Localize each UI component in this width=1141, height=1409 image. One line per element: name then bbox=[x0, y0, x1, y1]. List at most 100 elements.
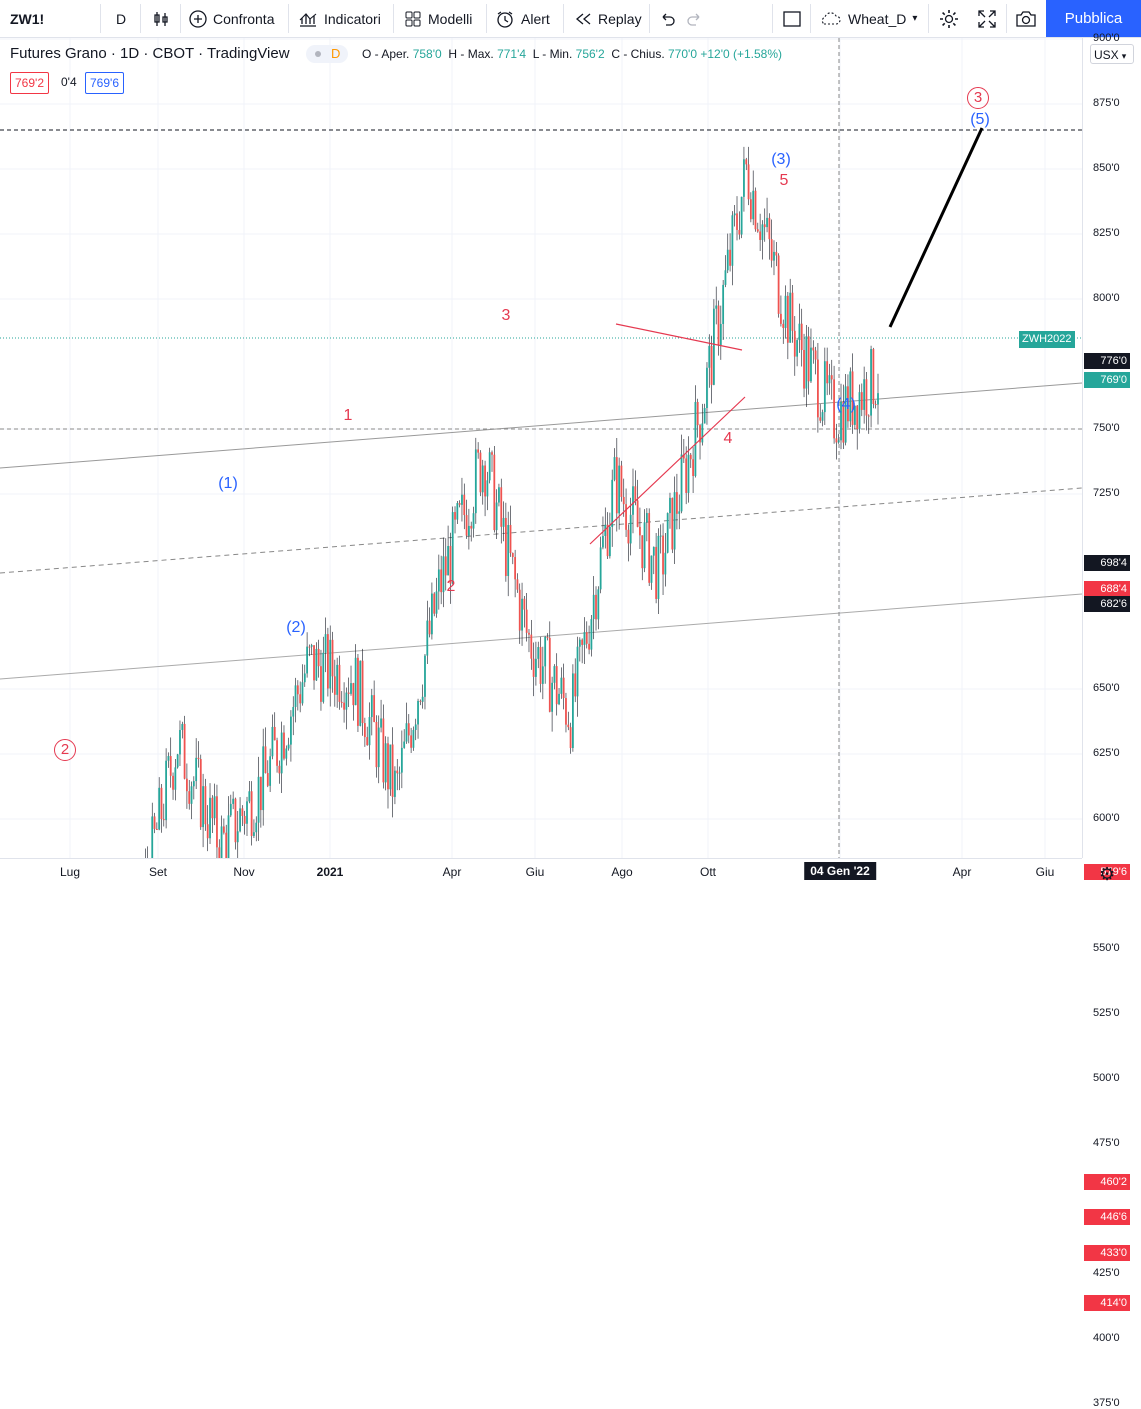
candle-body bbox=[467, 525, 470, 536]
candle-body bbox=[770, 239, 773, 261]
contract-label: ZWH2022 bbox=[1019, 331, 1075, 348]
candle-body bbox=[461, 494, 463, 505]
candle-body bbox=[437, 569, 440, 592]
layout-toggle-button[interactable] bbox=[782, 0, 802, 37]
compare-button[interactable]: Confronta bbox=[189, 0, 274, 37]
time-tick-label: Ago bbox=[611, 865, 633, 879]
candle-body bbox=[569, 727, 572, 749]
layout-name-button[interactable]: Wheat_D ▾ bbox=[818, 0, 917, 37]
templates-button[interactable]: Modelli bbox=[404, 0, 472, 37]
candle-body bbox=[655, 546, 658, 599]
candle-body bbox=[671, 497, 674, 550]
symbol-search[interactable]: ZW1! bbox=[10, 10, 45, 27]
wave-label-circle-2[interactable]: 2 bbox=[54, 739, 76, 761]
wave-label-3-blue[interactable]: (3) bbox=[771, 151, 791, 168]
wave-label-4-blue[interactable]: (4) bbox=[836, 396, 856, 413]
time-tick-label: Lug bbox=[59, 865, 81, 879]
candle-body bbox=[689, 454, 692, 460]
undo-button[interactable] bbox=[658, 0, 676, 37]
candle-body bbox=[449, 546, 452, 584]
channel-mid-line[interactable] bbox=[0, 487, 1082, 574]
candle-body bbox=[477, 449, 480, 453]
wave-label-5-red[interactable]: 5 bbox=[779, 172, 789, 189]
candle-body bbox=[444, 556, 447, 576]
alert-button[interactable]: Alert bbox=[495, 0, 550, 37]
projection-line[interactable] bbox=[888, 127, 984, 328]
candle-body bbox=[558, 693, 560, 705]
candle-body bbox=[220, 826, 223, 858]
candle-body bbox=[491, 452, 493, 455]
triangle-lower-line[interactable] bbox=[589, 396, 746, 545]
candle-body bbox=[625, 504, 627, 530]
divider bbox=[393, 4, 394, 33]
fullscreen-icon bbox=[978, 9, 996, 28]
candle-body bbox=[301, 682, 304, 704]
candle-body bbox=[676, 492, 678, 514]
wave-label-3-red[interactable]: 3 bbox=[501, 307, 511, 324]
candle-body bbox=[786, 295, 789, 343]
candle-body bbox=[576, 646, 579, 697]
candle-body bbox=[273, 726, 276, 741]
channel-lower-line[interactable] bbox=[0, 593, 1082, 680]
triangle-upper-line[interactable] bbox=[615, 323, 743, 351]
top-toolbar: ZW1! D Confronta Indicatori Modelli Aler… bbox=[0, 0, 1141, 38]
price-tick-label: 800'0 bbox=[1093, 292, 1120, 304]
wave-label-2-red[interactable]: 2 bbox=[446, 578, 456, 595]
publish-button[interactable]: Pubblica bbox=[1046, 0, 1141, 37]
candle-body bbox=[541, 666, 544, 684]
candle-body bbox=[278, 765, 281, 774]
wave-label-2-blue[interactable]: (2) bbox=[286, 619, 306, 636]
candle-body bbox=[867, 415, 870, 417]
channel-upper-line[interactable] bbox=[0, 382, 1082, 469]
indicators-button[interactable]: Indicatori bbox=[298, 0, 381, 37]
price-tag: 433'0 bbox=[1084, 1245, 1130, 1262]
candle-body bbox=[403, 741, 406, 748]
price-tag: 460'2 bbox=[1084, 1174, 1130, 1191]
price-chart[interactable] bbox=[0, 38, 1082, 858]
candle-body bbox=[821, 412, 824, 421]
time-axis[interactable]: Lug Set Nov 2021 Apr Giu Ago Ott 04 Gen '22 Apr Gi… bbox=[0, 858, 1082, 892]
interval-button[interactable]: D bbox=[116, 10, 127, 27]
wave-label-4-red[interactable]: 4 bbox=[723, 430, 733, 447]
price-tick-label: 850'0 bbox=[1093, 162, 1120, 174]
candle-body bbox=[243, 815, 246, 824]
market-status-badge[interactable]: D bbox=[306, 45, 348, 63]
candle-body bbox=[763, 224, 766, 228]
price-tick-label: 600'0 bbox=[1093, 812, 1120, 824]
candle-body bbox=[359, 660, 362, 726]
candle-body bbox=[292, 706, 295, 717]
candle-body bbox=[179, 730, 181, 755]
candle-body bbox=[872, 349, 875, 405]
chart-type-button[interactable] bbox=[152, 0, 170, 37]
chart-title[interactable]: Futures Grano · 1D · CBOT · TradingView bbox=[10, 45, 290, 62]
candle-body bbox=[574, 673, 577, 697]
price-tag: 682'6 bbox=[1084, 595, 1130, 612]
price-tag: 579'6 bbox=[1084, 863, 1130, 880]
snapshot-button[interactable] bbox=[1015, 0, 1037, 37]
candle-body bbox=[858, 392, 861, 430]
wave-label-5-blue[interactable]: (5) bbox=[970, 111, 990, 128]
candle-body bbox=[155, 828, 158, 830]
axis-settings-gear-icon[interactable]: ⚙ bbox=[1099, 864, 1116, 884]
fullscreen-button[interactable] bbox=[977, 0, 997, 37]
replay-button[interactable]: Replay bbox=[574, 0, 642, 37]
redo-icon bbox=[687, 13, 700, 26]
price-axis[interactable]: 975'0950'0900'0875'0850'0825'0800'0750'0… bbox=[1082, 32, 1141, 1409]
ohlc-values: O - Aper. 758'0 H - Max. 771'4 L - Min. … bbox=[362, 47, 783, 61]
candle-body bbox=[493, 454, 496, 531]
sell-price-box[interactable]: 769'2 bbox=[10, 72, 49, 94]
candle-body bbox=[648, 513, 651, 583]
candle-body bbox=[269, 756, 272, 786]
redo-button[interactable] bbox=[686, 0, 704, 37]
currency-select[interactable]: USX ▾ bbox=[1090, 44, 1134, 64]
candle-body bbox=[396, 770, 399, 774]
wave-label-1-red[interactable]: 1 bbox=[343, 407, 353, 424]
candle-body bbox=[645, 513, 648, 523]
candle-body bbox=[426, 620, 429, 656]
wave-label-circle-3[interactable]: 3 bbox=[967, 87, 989, 109]
wave-label-1-blue[interactable]: (1) bbox=[218, 475, 238, 492]
candle-body bbox=[257, 776, 260, 823]
buy-price-box[interactable]: 769'6 bbox=[85, 72, 124, 94]
settings-button[interactable] bbox=[938, 0, 960, 37]
candle-body bbox=[551, 682, 554, 712]
